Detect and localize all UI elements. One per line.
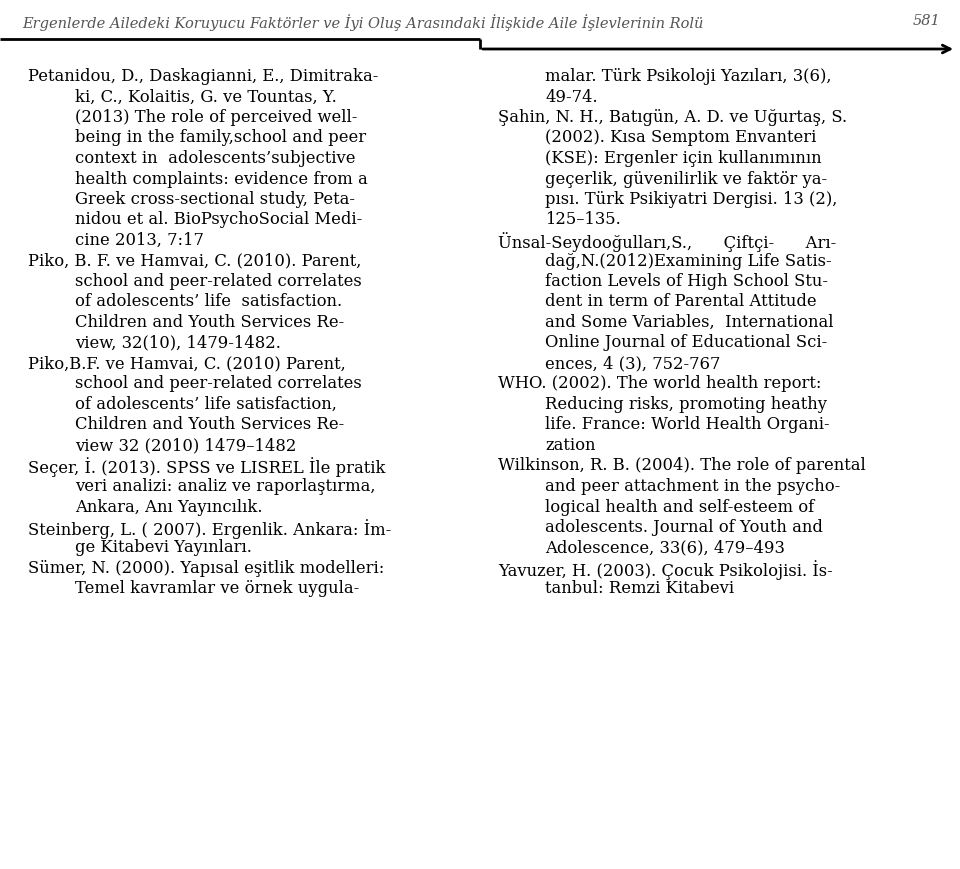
Text: ge Kitabevi Yayınları.: ge Kitabevi Yayınları. xyxy=(75,539,252,556)
Text: ki, C., Kolaitis, G. ve Tountas, Y.: ki, C., Kolaitis, G. ve Tountas, Y. xyxy=(75,89,337,105)
Text: Reducing risks, promoting heathy: Reducing risks, promoting heathy xyxy=(545,395,827,413)
Text: faction Levels of High School Stu-: faction Levels of High School Stu- xyxy=(545,273,828,289)
Text: life. France: World Health Organi-: life. France: World Health Organi- xyxy=(545,416,829,433)
Text: and peer attachment in the psycho-: and peer attachment in the psycho- xyxy=(545,477,840,494)
Text: (2013) The role of perceived well-: (2013) The role of perceived well- xyxy=(75,109,357,126)
Text: Steinberg, L. ( 2007). Ergenlik. Ankara: İm-: Steinberg, L. ( 2007). Ergenlik. Ankara:… xyxy=(28,519,392,538)
Text: Şahin, N. H., Batıgün, A. D. ve Uğurtaş, S.: Şahin, N. H., Batıgün, A. D. ve Uğurtaş,… xyxy=(498,109,847,126)
Text: logical health and self-esteem of: logical health and self-esteem of xyxy=(545,498,814,515)
Text: Yavuzer, H. (2003). Çocuk Psikolojisi. İs-: Yavuzer, H. (2003). Çocuk Psikolojisi. İ… xyxy=(498,560,832,580)
Text: Wilkinson, R. B. (2004). The role of parental: Wilkinson, R. B. (2004). The role of par… xyxy=(498,457,866,474)
Text: Adolescence, 33(6), 479–493: Adolescence, 33(6), 479–493 xyxy=(545,539,785,556)
Text: Greek cross-sectional study, Peta-: Greek cross-sectional study, Peta- xyxy=(75,191,355,208)
Text: nidou et al. BioPsychoSocial Medi-: nidou et al. BioPsychoSocial Medi- xyxy=(75,211,362,229)
Text: Piko, B. F. ve Hamvai, C. (2010). Parent,: Piko, B. F. ve Hamvai, C. (2010). Parent… xyxy=(28,252,361,269)
Text: Petanidou, D., Daskagianni, E., Dimitraka-: Petanidou, D., Daskagianni, E., Dimitrak… xyxy=(28,68,378,85)
Text: Ankara, Anı Yayıncılık.: Ankara, Anı Yayıncılık. xyxy=(75,498,262,515)
Text: malar. Türk Psikoloji Yazıları, 3(6),: malar. Türk Psikoloji Yazıları, 3(6), xyxy=(545,68,831,85)
Text: cine 2013, 7:17: cine 2013, 7:17 xyxy=(75,232,204,249)
Text: pısı. Türk Psikiyatri Dergisi. 13 (2),: pısı. Türk Psikiyatri Dergisi. 13 (2), xyxy=(545,191,837,208)
Text: Ünsal-Seydooğulları,S.,      Çiftçi-      Arı-: Ünsal-Seydooğulları,S., Çiftçi- Arı- xyxy=(498,232,836,252)
Text: 125–135.: 125–135. xyxy=(545,211,621,229)
Text: Online Journal of Educational Sci-: Online Journal of Educational Sci- xyxy=(545,334,828,351)
Text: Temel kavramlar ve örnek uygula-: Temel kavramlar ve örnek uygula- xyxy=(75,580,359,597)
Text: health complaints: evidence from a: health complaints: evidence from a xyxy=(75,170,368,188)
Text: school and peer-related correlates: school and peer-related correlates xyxy=(75,375,362,392)
Text: tanbul: Remzi Kitabevi: tanbul: Remzi Kitabevi xyxy=(545,580,734,597)
Text: Children and Youth Services Re-: Children and Youth Services Re- xyxy=(75,314,345,330)
Text: Piko,B.F. ve Hamvai, C. (2010) Parent,: Piko,B.F. ve Hamvai, C. (2010) Parent, xyxy=(28,355,346,372)
Text: 581: 581 xyxy=(912,14,940,28)
Text: WHO. (2002). The world health report:: WHO. (2002). The world health report: xyxy=(498,375,822,392)
Text: view 32 (2010) 1479–1482: view 32 (2010) 1479–1482 xyxy=(75,436,297,454)
Text: context in  adolescents’subjective: context in adolescents’subjective xyxy=(75,149,355,167)
Text: Children and Youth Services Re-: Children and Youth Services Re- xyxy=(75,416,345,433)
Text: Sümer, N. (2000). Yapısal eşitlik modelleri:: Sümer, N. (2000). Yapısal eşitlik modell… xyxy=(28,560,384,576)
Text: zation: zation xyxy=(545,436,595,454)
Text: and Some Variables,  International: and Some Variables, International xyxy=(545,314,833,330)
Text: view, 32(10), 1479-1482.: view, 32(10), 1479-1482. xyxy=(75,334,281,351)
Text: 49-74.: 49-74. xyxy=(545,89,598,105)
Text: school and peer-related correlates: school and peer-related correlates xyxy=(75,273,362,289)
Text: Seçer, İ. (2013). SPSS ve LISREL İle pratik: Seçer, İ. (2013). SPSS ve LISREL İle pra… xyxy=(28,457,386,477)
Text: veri analizi: analiz ve raporlaştırma,: veri analizi: analiz ve raporlaştırma, xyxy=(75,477,375,494)
Text: (2002). Kısa Semptom Envanteri: (2002). Kısa Semptom Envanteri xyxy=(545,129,816,146)
Text: dent in term of Parental Attitude: dent in term of Parental Attitude xyxy=(545,293,817,310)
Text: (KSE): Ergenler için kullanımının: (KSE): Ergenler için kullanımının xyxy=(545,149,822,167)
Text: geçerlik, güvenilirlik ve faktör ya-: geçerlik, güvenilirlik ve faktör ya- xyxy=(545,170,828,188)
Text: of adolescents’ life  satisfaction.: of adolescents’ life satisfaction. xyxy=(75,293,342,310)
Text: being in the family,school and peer: being in the family,school and peer xyxy=(75,129,366,146)
Text: adolescents. Journal of Youth and: adolescents. Journal of Youth and xyxy=(545,519,823,535)
Text: of adolescents’ life satisfaction,: of adolescents’ life satisfaction, xyxy=(75,395,337,413)
Text: dağ,N.(2012)Examining Life Satis-: dağ,N.(2012)Examining Life Satis- xyxy=(545,252,831,269)
Text: Ergenlerde Ailedeki Koruyucu Faktörler ve İyi Oluş Arasındaki İlişkide Aile İşle: Ergenlerde Ailedeki Koruyucu Faktörler v… xyxy=(22,14,704,30)
Text: ences, 4 (3), 752-767: ences, 4 (3), 752-767 xyxy=(545,355,720,372)
